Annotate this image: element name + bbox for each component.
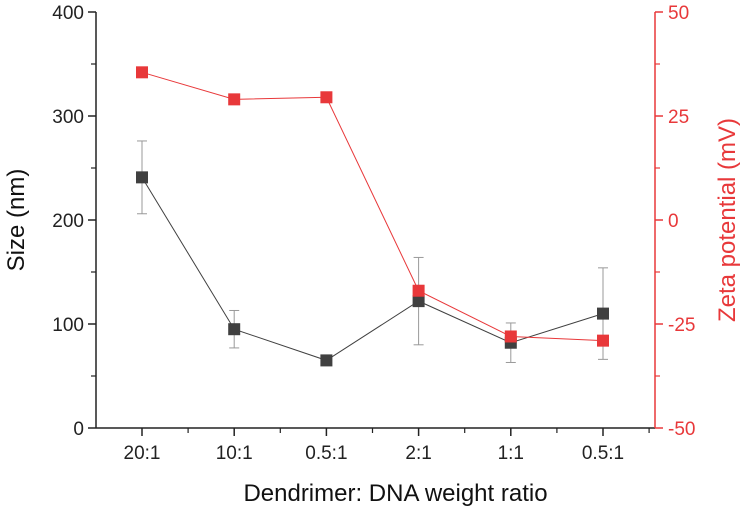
- x-tick-label: 20:1: [124, 443, 161, 464]
- right-tick-label: 25: [668, 107, 689, 128]
- marker-zeta-potential: [412, 284, 425, 297]
- marker-size: [228, 323, 241, 336]
- right-axis-title: Zeta potential (mV): [714, 118, 741, 322]
- x-tick-label: 2:1: [405, 443, 431, 464]
- marker-size: [136, 171, 148, 184]
- marker-size: [597, 307, 609, 320]
- left-tick-label: 400: [52, 3, 84, 24]
- marker-size: [412, 295, 425, 308]
- x-tick-label: 0.5:1: [582, 443, 624, 464]
- right-tick-label: -50: [668, 419, 695, 440]
- right-tick-label: -25: [668, 315, 695, 336]
- left-tick-label: 100: [52, 315, 84, 336]
- x-tick-label: 0.5:1: [305, 443, 347, 464]
- series-lines: [141, 71, 604, 361]
- marker-size: [320, 354, 333, 367]
- series-line-size: [141, 177, 604, 361]
- left-axis-title: Size (nm): [3, 169, 30, 272]
- axis-labels: 0 100 200 300 400 -50 -25 0 25 50 20:1 10:1 0.5:1 2:1…: [3, 3, 741, 507]
- x-axis-title: Dendrimer: DNA weight ratio: [243, 480, 547, 507]
- left-tick-label: 300: [52, 107, 84, 128]
- error-bars: [137, 140, 608, 365]
- left-tick-label: 0: [73, 419, 84, 440]
- left-tick-label: 200: [52, 211, 84, 232]
- marker-zeta-potential: [504, 330, 517, 343]
- right-tick-label: 50: [668, 3, 689, 24]
- data-markers: [136, 66, 609, 367]
- plot-frame: [88, 11, 663, 436]
- marker-zeta-potential: [320, 91, 333, 104]
- x-tick-label: 1:1: [498, 443, 524, 464]
- x-tick-label: 10:1: [216, 443, 253, 464]
- right-tick-label: 0: [668, 211, 679, 232]
- series-line-zeta-potential: [141, 71, 604, 342]
- marker-zeta-potential: [597, 334, 609, 347]
- marker-zeta-potential: [228, 93, 241, 106]
- marker-zeta-potential: [136, 66, 148, 79]
